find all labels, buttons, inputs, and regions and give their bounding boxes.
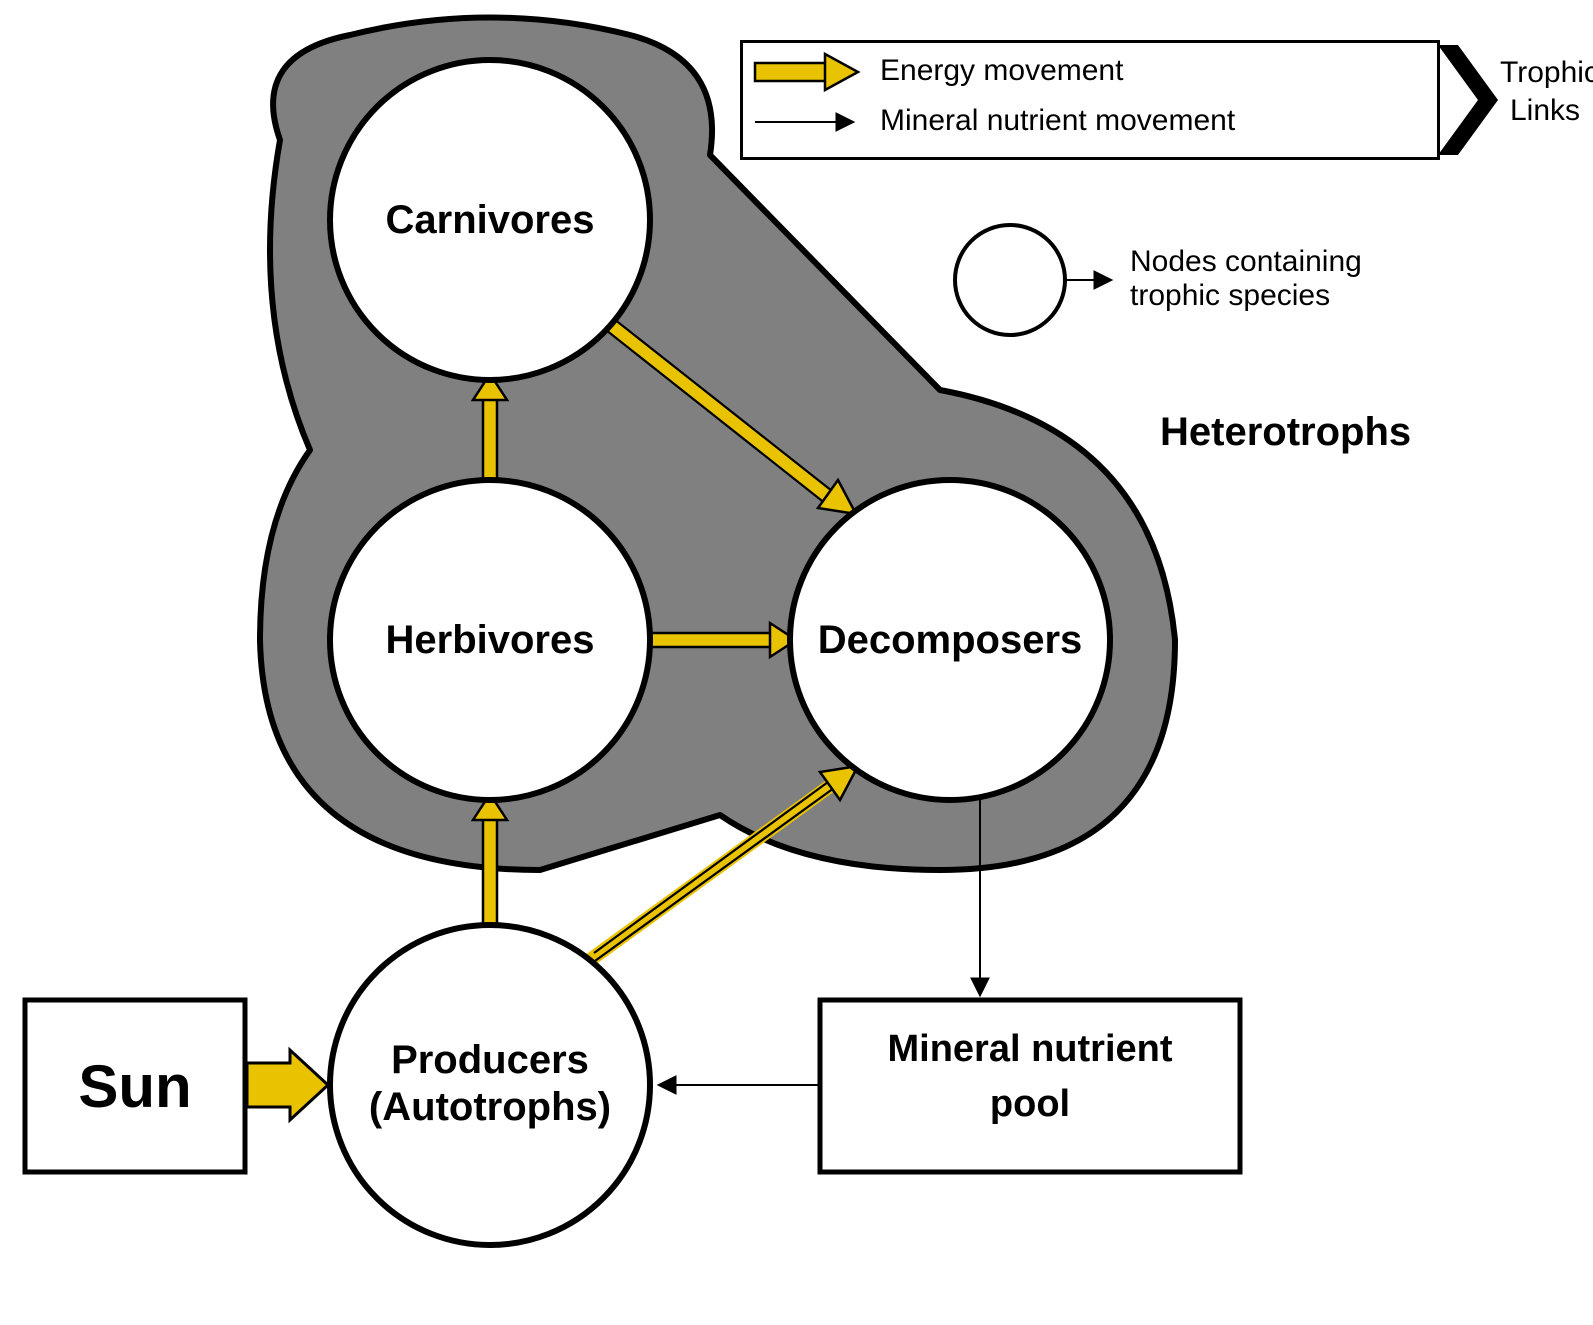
legend-node-label: Nodes containing trophic species — [1130, 245, 1362, 313]
legend-trophic-l2: Links — [1510, 94, 1580, 128]
legend-trophic-arrowhead-icon — [1438, 45, 1498, 155]
legend-node-circle-icon — [955, 225, 1065, 335]
legend-energy-arrow-icon — [755, 54, 858, 90]
legend-trophic-l1: Trophic — [1500, 56, 1593, 90]
legend-energy-label: Energy movement — [880, 54, 1123, 88]
legend-arrows — [0, 0, 1593, 1325]
diagram-stage: Carnivores Herbivores Decomposers Produc… — [0, 0, 1593, 1325]
legend-mineral-label: Mineral nutrient movement — [880, 104, 1235, 138]
